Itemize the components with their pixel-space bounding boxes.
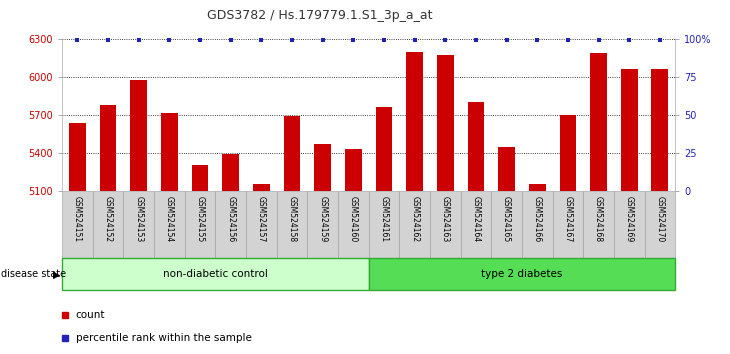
Point (255, 38, 267, 43)
Bar (369, 191, 399, 258)
Text: GSM524164: GSM524164 (472, 196, 480, 242)
Bar (399, 191, 430, 258)
Point (102, 38, 114, 43)
Bar (406, 52, 423, 354)
Text: GSM524163: GSM524163 (441, 196, 450, 242)
Text: ▶: ▶ (53, 269, 61, 279)
Text: GSM524158: GSM524158 (288, 196, 296, 242)
Bar (215, 191, 246, 258)
Bar (154, 191, 185, 258)
Text: GDS3782 / Hs.179779.1.S1_3p_a_at: GDS3782 / Hs.179779.1.S1_3p_a_at (207, 9, 432, 22)
Text: GSM524162: GSM524162 (410, 196, 419, 242)
Point (317, 38, 328, 43)
Bar (430, 191, 461, 258)
Text: GSM524167: GSM524167 (564, 196, 572, 242)
Point (378, 38, 390, 43)
Text: GSM524156: GSM524156 (226, 196, 235, 242)
Bar (651, 69, 669, 354)
Point (531, 38, 543, 43)
Bar (62, 258, 369, 290)
Bar (277, 191, 307, 258)
Bar (529, 184, 546, 354)
Point (593, 38, 604, 43)
Bar (590, 53, 607, 354)
Point (286, 38, 298, 43)
Bar (314, 144, 331, 354)
Bar (222, 154, 239, 354)
Point (133, 38, 145, 43)
Bar (437, 56, 454, 354)
Text: count: count (76, 310, 105, 320)
Text: GSM524169: GSM524169 (625, 196, 634, 242)
Bar (338, 191, 369, 258)
Bar (345, 149, 362, 354)
Bar (498, 147, 515, 354)
Bar (553, 191, 583, 258)
Point (164, 38, 175, 43)
Point (562, 38, 574, 43)
Text: GSM524157: GSM524157 (257, 196, 266, 242)
Text: GSM524153: GSM524153 (134, 196, 143, 242)
Bar (123, 191, 154, 258)
Bar (583, 191, 614, 258)
Text: GSM524160: GSM524160 (349, 196, 358, 242)
Text: type 2 diabetes: type 2 diabetes (481, 269, 563, 279)
Bar (620, 69, 638, 354)
Bar (461, 191, 491, 258)
Bar (645, 191, 675, 258)
Text: non-diabetic control: non-diabetic control (163, 269, 268, 279)
Text: GSM524151: GSM524151 (73, 196, 82, 242)
Text: GSM524159: GSM524159 (318, 196, 327, 242)
Bar (369, 258, 675, 290)
Bar (99, 105, 117, 354)
Bar (161, 113, 178, 354)
Point (623, 38, 635, 43)
Point (439, 38, 451, 43)
Bar (375, 107, 393, 354)
Point (470, 38, 482, 43)
Bar (307, 191, 338, 258)
Bar (185, 191, 215, 258)
Bar (93, 191, 123, 258)
Bar (191, 165, 209, 354)
Bar (491, 191, 522, 258)
Text: GSM524161: GSM524161 (380, 196, 388, 242)
Bar (130, 80, 147, 354)
Text: disease state: disease state (1, 269, 66, 279)
Bar (559, 115, 577, 354)
Bar (253, 184, 270, 354)
Text: percentile rank within the sample: percentile rank within the sample (76, 333, 252, 343)
Point (347, 38, 359, 43)
Bar (522, 191, 553, 258)
Point (409, 38, 420, 43)
Bar (467, 102, 485, 354)
Text: GSM524155: GSM524155 (196, 196, 204, 242)
Text: GSM524166: GSM524166 (533, 196, 542, 242)
Text: GSM524165: GSM524165 (502, 196, 511, 242)
Point (501, 38, 512, 43)
Text: GSM524154: GSM524154 (165, 196, 174, 242)
Bar (69, 122, 86, 354)
Text: GSM524170: GSM524170 (656, 196, 664, 242)
Point (225, 38, 237, 43)
Bar (62, 191, 93, 258)
Text: GSM524168: GSM524168 (594, 196, 603, 242)
Text: GSM524152: GSM524152 (104, 196, 112, 242)
Bar (246, 191, 277, 258)
Point (654, 38, 666, 43)
Point (72, 38, 83, 43)
Point (194, 38, 206, 43)
Bar (614, 191, 645, 258)
Bar (283, 116, 301, 354)
